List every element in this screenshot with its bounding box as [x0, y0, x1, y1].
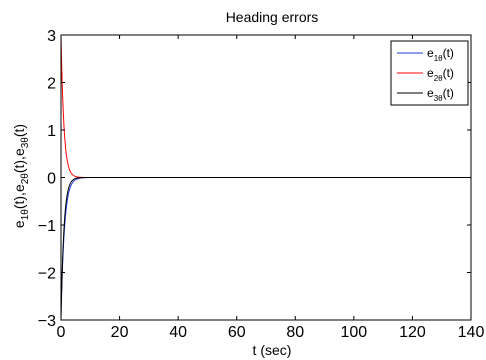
y-label-part: (t),e: [11, 148, 27, 173]
x-tick-label: 80: [286, 324, 304, 341]
legend: e1θ(t)e2θ(t)e3θ(t): [391, 41, 468, 105]
x-tick-label: 20: [111, 324, 129, 341]
x-tick-label: 0: [57, 324, 66, 341]
y-tick-label: 0: [47, 171, 56, 188]
y-tick-label: −2: [38, 266, 56, 283]
x-tick-label: 60: [228, 324, 246, 341]
x-tick-label: 140: [458, 324, 485, 341]
series-line-3: [61, 178, 471, 321]
x-tick-label: 120: [399, 324, 426, 341]
chart-title: Heading errors: [226, 9, 319, 25]
y-tick-label: 3: [47, 28, 56, 45]
y-label-part: 1θ: [20, 209, 31, 221]
y-label-part: e: [11, 220, 27, 228]
y-tick-label: 2: [47, 76, 56, 93]
x-axis-label: t (sec): [253, 342, 292, 358]
y-label-part: 2θ: [20, 173, 31, 185]
x-tick-label: 100: [341, 324, 368, 341]
y-label-part: (t),e: [11, 184, 27, 209]
y-axis-label: e1θ(t),e2θ(t),e3θ(t): [11, 124, 31, 228]
y-label-part: 3θ: [20, 137, 31, 149]
y-tick-label: 1: [47, 123, 56, 140]
y-tick-label: −1: [38, 218, 56, 235]
y-tick-label: −3: [38, 313, 56, 330]
y-label-part: (t): [11, 124, 27, 137]
x-tick-label: 40: [169, 324, 187, 341]
series-line-1: [61, 178, 471, 316]
